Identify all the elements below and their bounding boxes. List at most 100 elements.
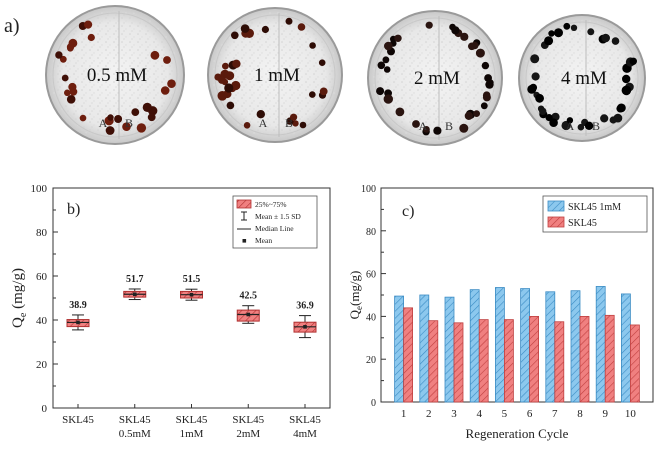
petri-dish-photo-strip: a) 0.5 mM A B 1 mM A B 2 mM A B 4 mM A B [4,5,646,146]
y-tick-label: 40 [36,315,48,327]
x-tick-label: 7 [552,408,558,420]
mean-value-label: 51.5 [183,274,201,285]
legend-box-swatch [236,199,252,209]
legend-swatch-skl45 [547,216,565,228]
y-tick-label: 80 [36,227,48,239]
adsorbent-bead [382,56,390,64]
legend-label-skl45-1mm: SKL45 1mM [568,202,621,213]
panel-c-barchart: 0 20 40 60 80 100 1 2 3 4 5 6 7 8 9 10 Qe(mg/g) Regene… [345,170,661,444]
adsorbent-bead [292,120,299,127]
x-tick-label-sub: 4mM [293,428,317,440]
adsorbent-bead [87,33,95,42]
adsorbent-bead [107,114,114,121]
y-tick-label: 40 [366,312,376,323]
side-a-label: A [566,119,575,133]
adsorbent-bead [412,120,420,128]
legend: 25%~75% Mean ± 1.5 SD Median Line Mean [232,195,318,249]
adsorbent-bead [535,93,544,103]
bar-skl45 [629,324,640,403]
side-a-label: A [99,116,108,130]
x-tick-label: 5 [502,408,508,420]
bar-skl45-1mm [419,294,430,403]
mean-value-label: 42.5 [240,291,258,302]
adsorbent-bead [84,20,93,29]
adsorbent-bead [395,107,405,117]
petri-dish: 4 mM A B [518,14,646,142]
adsorbent-bead [136,123,147,133]
adsorbent-bead [425,21,433,29]
panel-b-boxplot: 0 20 40 60 80 100 SKL45 SKL45 0.5mM SKL45 1mM SKL4… [0,170,340,444]
legend-box-label: 25%~75% [255,200,287,209]
adsorbent-bead [218,76,226,84]
adsorbent-bead [319,87,328,96]
x-tick-label: 10 [625,408,637,420]
adsorbent-bead [105,126,115,135]
petri-dish: 0.5 mM A B [45,5,185,145]
adsorbent-bead [150,50,160,60]
adsorbent-bead [240,24,250,33]
x-tick-label: SKL45 [289,414,321,426]
x-tick-label: 8 [577,408,583,420]
dish-texture [212,12,338,138]
x-tick-label: 2 [426,408,432,420]
regeneration-bar-chart: 0 20 40 60 80 100 1 2 3 4 5 6 7 8 9 10 Qe(mg/g) Regene… [347,184,654,441]
y-tick-label: 60 [366,270,376,281]
box-1: 51.7 [123,274,147,301]
adsorbent-bead [611,37,620,45]
adsorbent-bead [482,93,491,102]
side-a-label: A [419,119,428,133]
adsorbent-bead [629,57,637,65]
adsorbent-bead [486,79,494,87]
side-b-label: B [445,119,453,133]
adsorbent-bead [423,125,430,133]
bar-skl45-1mm [469,289,480,403]
adsorbent-bead [55,51,63,59]
panel-c-label: c) [402,203,414,220]
adsorbent-bead [470,41,479,50]
petri-dish: 2 mM A B [367,10,503,146]
adsorbent-bead [464,111,473,120]
adsorbent-bead [318,59,326,66]
y-tick-label: 80 [366,227,376,238]
legend-swatch-skl45-1mm [547,200,565,212]
adsorbent-bead [530,54,540,64]
adsorbent-bead [147,113,156,122]
box-3: 42.5 [236,291,260,324]
adsorbent-bead [163,56,171,64]
bar-skl45 [453,322,464,403]
adsorbent-bead [243,122,251,129]
concentration-label: 1 mM [254,65,300,86]
petri-dish: 1 mM A B [207,7,343,143]
adsorbent-bead [481,61,490,70]
adsorbent-bead [566,117,574,124]
x-tick-label-sub: 1mM [180,428,204,440]
adsorbent-bead [584,121,594,130]
box-4: 36.9 [293,301,317,339]
adsorbent-bead [563,22,571,30]
legend-whisker-symbol [241,211,247,221]
mean-value-label: 51.7 [126,274,144,285]
box-plot-chart: 0 20 40 60 80 100 SKL45 SKL45 0.5mM SKL45 1mM SKL4… [10,183,331,440]
legend-whisker-label: Mean ± 1.5 SD [255,212,301,221]
bar-skl45-1mm [444,296,455,403]
y-axis-label: Qe (mg/g) [10,268,29,328]
adsorbent-bead [383,66,391,73]
adsorbent-bead [622,65,630,73]
adsorbent-bead [617,103,626,113]
adsorbent-bead [61,74,69,82]
x-tick-label: 6 [527,408,533,420]
adsorbent-bead [621,85,632,96]
adsorbent-bead [79,114,87,122]
panel-b-label: b) [67,201,80,218]
adsorbent-bead [548,30,555,37]
adsorbent-bead [290,113,298,121]
adsorbent-bead [224,83,234,93]
x-tick-label: 1 [401,408,407,420]
bar-skl45-1mm [545,291,556,403]
bar-skl45-1mm [394,295,404,403]
adsorbent-bead [529,83,538,92]
side-a-label: A [259,116,268,130]
adsorbent-bead [451,26,460,35]
box-0: 38.9 [66,300,90,331]
adsorbent-bead [67,45,74,52]
